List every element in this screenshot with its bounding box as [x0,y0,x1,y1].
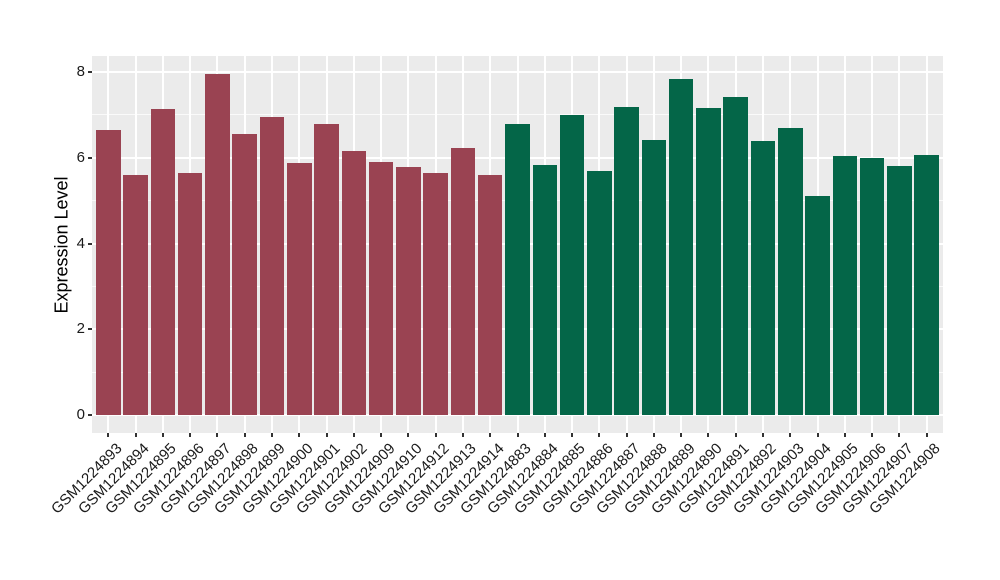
bar-GSM1224902 [341,150,367,415]
x-tick-mark [489,433,492,437]
bar-GSM1224898 [232,134,258,415]
bar-GSM1224899 [259,116,285,415]
x-tick-mark [352,433,355,437]
x-tick-mark [461,433,464,437]
y-tick-label: 0 [76,406,85,423]
x-tick-mark [407,433,410,437]
bar-GSM1224909 [368,162,394,415]
bar-GSM1224914 [477,174,503,415]
y-tick-mark [88,71,92,73]
x-tick-mark [680,433,683,437]
bar-GSM1224883 [505,123,530,415]
x-tick-mark [271,433,274,437]
x-tick-mark [107,433,110,437]
y-tick-label: 2 [76,320,85,338]
x-tick-mark [571,433,574,437]
x-tick-mark [598,433,601,437]
x-tick-mark [625,433,628,437]
bar-GSM1224903 [777,128,803,415]
x-tick-mark [161,433,164,437]
x-tick-mark [734,433,737,437]
y-axis-title: Expression Level [51,175,72,314]
bar-GSM1224884 [532,165,558,415]
bar-GSM1224912 [423,172,448,415]
bar-GSM1224888 [641,140,667,415]
x-tick-mark [843,433,846,437]
y-tick-label: 6 [76,148,85,166]
bar-GSM1224890 [696,108,721,415]
bar-GSM1224887 [614,107,639,415]
y-tick-label: 4 [76,234,85,252]
bar-GSM1224910 [396,166,421,415]
bar-GSM1224897 [205,73,230,415]
x-tick-mark [189,433,192,437]
bar-GSM1224893 [96,130,121,415]
x-tick-mark [652,433,655,437]
y-tick-mark [88,156,92,159]
bar-GSM1224904 [805,196,830,415]
y-tick-label: 8 [76,63,85,80]
bar-GSM1224892 [750,141,776,415]
y-tick-mark [88,414,92,416]
bar-GSM1224889 [668,79,694,415]
bar-GSM1224895 [150,108,176,415]
y-tick-mark [88,242,92,245]
x-tick-mark [816,433,819,437]
bar-GSM1224900 [287,162,312,415]
x-tick-mark [134,433,137,437]
bar-GSM1224901 [314,124,339,415]
y-tick-mark [88,328,92,331]
x-tick-mark [516,433,519,437]
bar-GSM1224905 [832,156,858,415]
x-tick-mark [871,433,874,437]
x-tick-mark [434,433,437,437]
x-tick-mark [761,433,764,437]
bar-GSM1224896 [177,172,203,415]
bar-GSM1224906 [859,158,885,415]
x-tick-mark [543,433,546,437]
x-tick-mark [898,433,901,437]
x-tick-mark [298,433,301,437]
x-tick-mark [325,433,328,437]
bar-GSM1224886 [587,171,612,415]
x-tick-mark [380,433,383,437]
x-tick-mark [243,433,246,437]
x-tick-mark [925,433,928,437]
bar-GSM1224885 [559,114,585,415]
bar-GSM1224891 [723,96,748,415]
x-tick-mark [216,433,219,437]
bar-GSM1224913 [450,147,476,415]
bar-GSM1224908 [914,155,939,415]
x-tick-mark [707,433,710,437]
x-tick-mark [789,433,792,437]
bar-GSM1224894 [123,174,148,415]
bar-GSM1224907 [887,165,912,415]
